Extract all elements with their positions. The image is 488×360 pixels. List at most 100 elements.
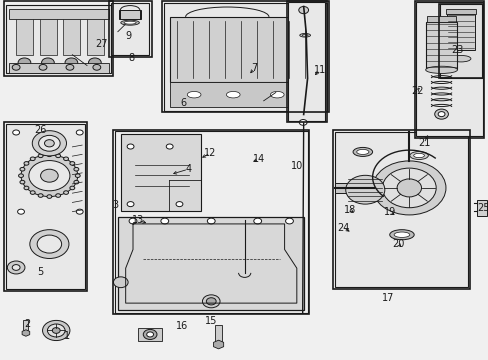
- Circle shape: [7, 261, 25, 274]
- Text: 16: 16: [176, 321, 188, 331]
- Circle shape: [372, 161, 445, 215]
- Circle shape: [29, 161, 70, 191]
- Circle shape: [161, 218, 168, 224]
- Bar: [439, 4, 481, 78]
- Text: 19: 19: [383, 207, 395, 217]
- Circle shape: [70, 186, 75, 190]
- Circle shape: [12, 64, 20, 70]
- Bar: [414, 1, 483, 138]
- Ellipse shape: [299, 91, 313, 98]
- Text: 26: 26: [34, 125, 46, 135]
- Circle shape: [93, 64, 101, 70]
- Circle shape: [41, 58, 54, 67]
- Circle shape: [37, 235, 61, 253]
- Circle shape: [41, 169, 58, 182]
- Circle shape: [382, 168, 435, 208]
- Circle shape: [76, 209, 83, 214]
- Bar: [333, 130, 469, 289]
- Circle shape: [176, 202, 183, 207]
- Bar: [86, 19, 103, 55]
- Circle shape: [75, 174, 80, 177]
- Bar: [447, 14, 474, 50]
- Circle shape: [47, 195, 52, 198]
- Text: 3: 3: [112, 200, 118, 210]
- Text: 18: 18: [343, 204, 355, 215]
- Text: 7: 7: [251, 63, 257, 73]
- Bar: [118, 217, 304, 310]
- Ellipse shape: [187, 91, 201, 98]
- Text: 6: 6: [180, 98, 186, 108]
- Circle shape: [42, 320, 70, 341]
- Text: 4: 4: [185, 164, 191, 174]
- Text: 27: 27: [95, 39, 108, 49]
- Text: 2: 2: [24, 319, 30, 329]
- Bar: [40, 19, 57, 55]
- Text: 22: 22: [410, 86, 423, 96]
- Ellipse shape: [270, 91, 284, 98]
- Circle shape: [30, 230, 69, 258]
- Circle shape: [299, 120, 306, 125]
- Circle shape: [30, 157, 35, 161]
- Ellipse shape: [425, 66, 457, 73]
- Ellipse shape: [393, 232, 409, 238]
- Bar: [476, 200, 486, 216]
- Text: 8: 8: [128, 53, 134, 63]
- Circle shape: [127, 144, 134, 149]
- Circle shape: [74, 180, 79, 184]
- Ellipse shape: [413, 153, 424, 158]
- Bar: [426, 16, 455, 22]
- Circle shape: [47, 153, 52, 157]
- Polygon shape: [213, 340, 223, 349]
- Bar: [138, 328, 162, 341]
- Bar: [335, 132, 468, 287]
- Circle shape: [21, 155, 78, 197]
- Circle shape: [56, 154, 61, 158]
- Circle shape: [63, 157, 68, 161]
- Polygon shape: [22, 330, 30, 336]
- Circle shape: [74, 167, 79, 171]
- Bar: [9, 9, 108, 19]
- Circle shape: [44, 140, 54, 147]
- Bar: [108, 1, 151, 57]
- Ellipse shape: [121, 20, 139, 25]
- Text: 20: 20: [391, 239, 404, 249]
- Ellipse shape: [389, 230, 413, 240]
- Text: 1: 1: [64, 330, 70, 341]
- Bar: [6, 5, 111, 73]
- Circle shape: [38, 154, 43, 158]
- Circle shape: [56, 194, 61, 197]
- Circle shape: [30, 191, 35, 194]
- Circle shape: [24, 186, 29, 190]
- Circle shape: [47, 324, 65, 337]
- Ellipse shape: [226, 91, 240, 98]
- Circle shape: [396, 179, 421, 197]
- Circle shape: [285, 218, 293, 224]
- Bar: [9, 63, 108, 73]
- Circle shape: [39, 64, 47, 70]
- Circle shape: [298, 6, 308, 14]
- Circle shape: [24, 162, 29, 165]
- Bar: [63, 19, 80, 55]
- Circle shape: [70, 162, 75, 165]
- Circle shape: [129, 218, 137, 224]
- Bar: [169, 82, 321, 107]
- Circle shape: [38, 194, 43, 197]
- Bar: [6, 124, 85, 289]
- Text: 23: 23: [450, 45, 463, 55]
- Bar: [425, 22, 456, 69]
- Circle shape: [88, 58, 101, 67]
- Text: 25: 25: [476, 203, 488, 213]
- Circle shape: [18, 58, 31, 67]
- Bar: [23, 320, 28, 330]
- Text: 15: 15: [204, 316, 217, 326]
- Bar: [113, 130, 308, 314]
- Bar: [415, 2, 482, 136]
- Bar: [115, 131, 307, 313]
- Bar: [4, 122, 87, 291]
- Circle shape: [13, 130, 20, 135]
- Bar: [169, 17, 321, 82]
- Bar: [162, 1, 328, 112]
- Ellipse shape: [450, 55, 470, 62]
- Circle shape: [18, 209, 24, 214]
- Ellipse shape: [356, 149, 368, 154]
